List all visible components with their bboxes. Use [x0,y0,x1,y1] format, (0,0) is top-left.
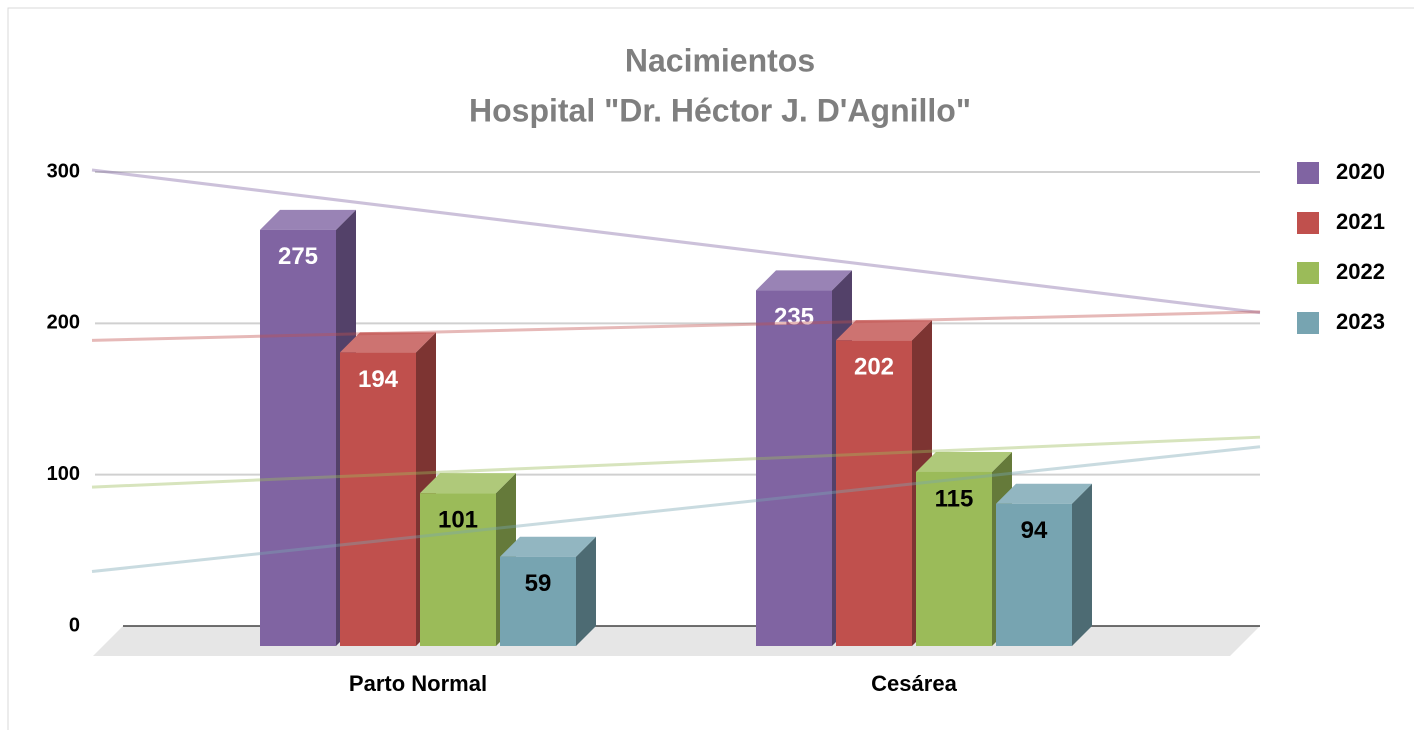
chart-subtitle: Hospital "Dr. Héctor J. D'Agnillo" [469,92,971,128]
bar [340,352,416,646]
legend-label: 2020 [1336,159,1385,184]
bar [836,340,912,646]
bar [996,503,1072,646]
legend-swatch [1297,312,1319,334]
bar-top [996,483,1092,504]
legend-label: 2022 [1336,259,1385,284]
trend-line [91,445,1261,574]
legend-swatch [1297,212,1319,234]
bar-top [916,451,1012,472]
bar [500,556,576,646]
legend-label: 2021 [1336,209,1385,234]
trend-line [91,435,1261,489]
bar-top [340,332,436,353]
data-label: 202 [854,354,894,381]
data-label: 235 [774,304,814,331]
bar [420,493,496,646]
bar [916,471,992,646]
trend-line [91,310,1261,342]
bar-top [756,270,852,291]
y-tick-label: 0 [69,614,80,636]
data-label: 275 [278,243,318,270]
legend-swatch [1297,162,1319,184]
bar [260,229,336,647]
legend-swatch [1297,262,1319,284]
bar-top [836,320,932,341]
bar [756,290,832,646]
y-tick-label: 200 [47,312,80,334]
legend-label: 2023 [1336,309,1385,334]
chart-border [7,7,1414,730]
bar-side [576,536,596,646]
data-label: 101 [438,506,478,533]
y-tick-label: 300 [47,160,80,182]
chart-title: Nacimientos [625,42,815,78]
data-label: 59 [525,570,552,597]
x-tick-label: Cesárea [871,671,957,696]
bar-top [500,536,596,557]
bar-top [420,473,516,494]
bar-side [1072,483,1092,646]
y-tick-label: 100 [47,463,80,485]
trend-line [91,168,1261,315]
x-tick-label: Parto Normal [349,671,487,696]
data-label: 115 [935,485,974,512]
data-label: 194 [358,366,399,393]
data-label: 94 [1021,517,1048,544]
bar-top [260,209,356,230]
